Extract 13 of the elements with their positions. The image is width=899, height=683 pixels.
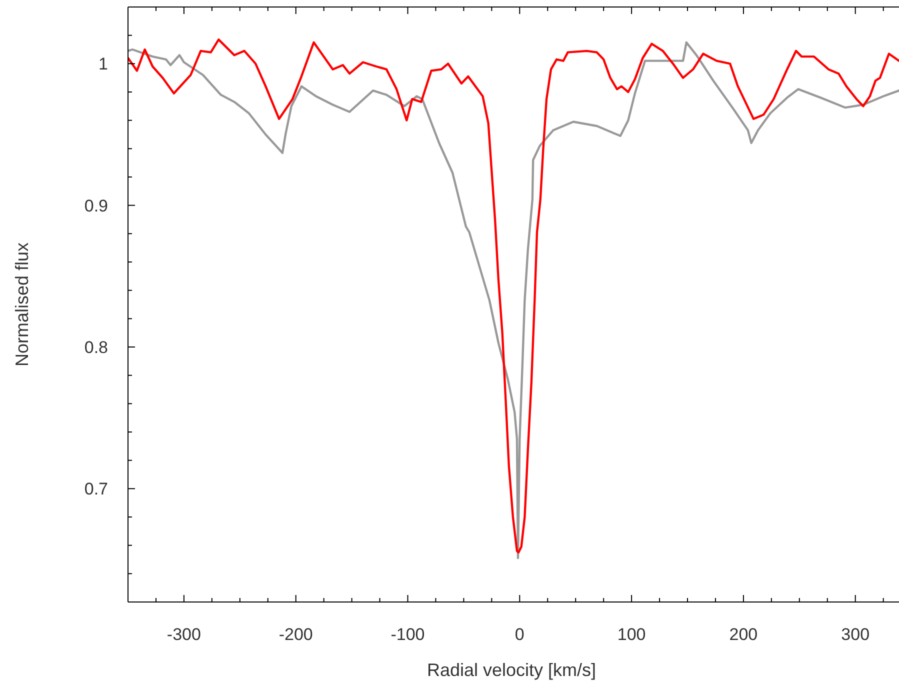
- y-tick-label: 0.9: [84, 196, 108, 216]
- x-tick-label: 100: [617, 625, 646, 644]
- x-tick-label: 0: [514, 625, 524, 644]
- x-tick-label: 300: [841, 625, 870, 644]
- x-axis-title: Radial velocity [km/s]: [426, 660, 596, 680]
- y-tick-label: 0.7: [84, 480, 108, 499]
- y-axis-title: Normalised flux: [12, 242, 32, 367]
- y-tick-label: 0.8: [84, 338, 108, 357]
- x-tick-label: 200: [729, 625, 758, 644]
- y-tick-label: 1: [98, 54, 108, 74]
- x-tick-label: -200: [278, 625, 313, 644]
- x-tick-label: -300: [166, 625, 201, 644]
- x-tick-label: -100: [390, 625, 425, 644]
